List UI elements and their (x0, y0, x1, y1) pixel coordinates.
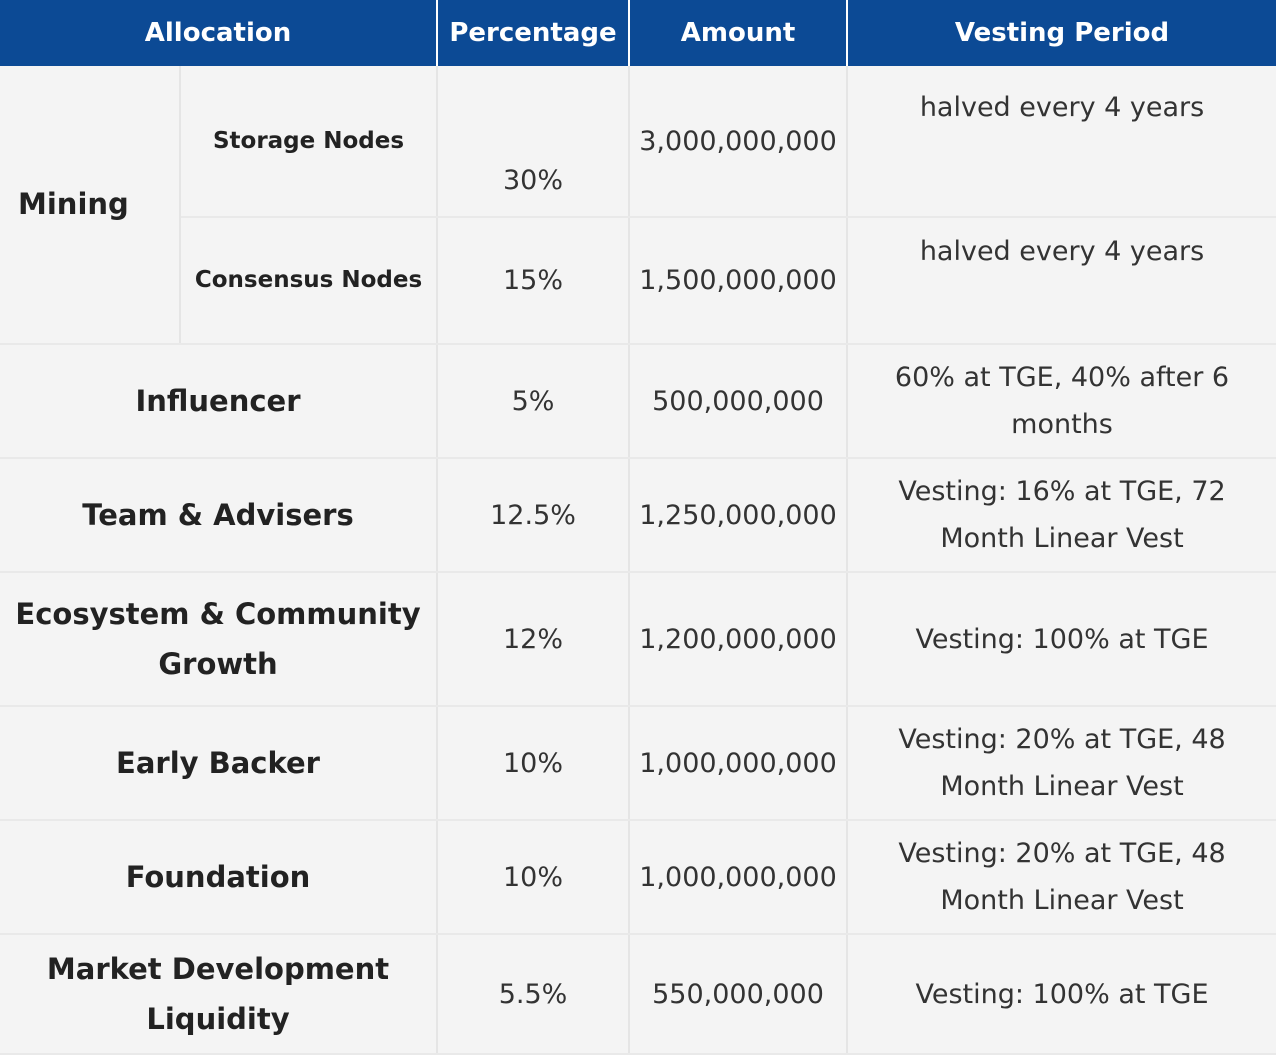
table-row: Foundation 10% 1,000,000,000 Vesting: 20… (0, 820, 1276, 935)
percentage-cell: 30% (437, 66, 631, 218)
allocation-label: Foundation (0, 820, 439, 935)
vesting-cell: Vesting: 100% at TGE (847, 572, 1276, 707)
amount-cell: 3,000,000,000 (629, 66, 849, 218)
amount-cell: 500,000,000 (629, 344, 849, 459)
table-row: Influencer 5% 500,000,000 60% at TGE, 40… (0, 344, 1276, 459)
vesting-cell: 60% at TGE, 40% after 6 months (847, 344, 1276, 459)
sub-allocation-label: Consensus Nodes (180, 217, 439, 345)
allocation-label: Market Development Liquidity (0, 934, 439, 1055)
percentage-cell: 15% (437, 217, 631, 345)
vesting-cell: Vesting: 100% at TGE (847, 934, 1276, 1055)
table-row: Team & Advisers 12.5% 1,250,000,000 Vest… (0, 458, 1276, 573)
amount-cell: 1,250,000,000 (629, 458, 849, 573)
vesting-cell: Vesting: 20% at TGE, 48 Month Linear Ves… (847, 820, 1276, 935)
amount-cell: 1,000,000,000 (629, 706, 849, 821)
header-vesting-period: Vesting Period (847, 0, 1276, 66)
allocation-label: Early Backer (0, 706, 439, 821)
allocation-label: Team & Advisers (0, 458, 439, 573)
table-row: Mining Storage Nodes 30% 3,000,000,000 h… (0, 66, 1276, 345)
vesting-cell: Vesting: 16% at TGE, 72 Month Linear Ves… (847, 458, 1276, 573)
header-percentage: Percentage (437, 0, 631, 66)
amount-cell: 550,000,000 (629, 934, 849, 1055)
percentage-cell: 5% (437, 344, 631, 459)
vesting-cell: halved every 4 years (847, 217, 1276, 345)
header-amount: Amount (629, 0, 849, 66)
mining-group-label: Mining (0, 66, 181, 345)
amount-cell: 1,000,000,000 (629, 820, 849, 935)
table-row: Ecosystem & Community Growth 12% 1,200,0… (0, 572, 1276, 707)
vesting-cell: halved every 4 years (847, 66, 1276, 218)
percentage-cell: 5.5% (437, 934, 631, 1055)
percentage-cell: 12.5% (437, 458, 631, 573)
table-row: Market Development Liquidity 5.5% 550,00… (0, 934, 1276, 1055)
sub-allocation-label: Storage Nodes (180, 66, 439, 218)
header-row: Allocation Percentage Amount Vesting Per… (0, 0, 1276, 66)
header-allocation: Allocation (0, 0, 439, 66)
table-row: Early Backer 10% 1,000,000,000 Vesting: … (0, 706, 1276, 821)
percentage-cell: 10% (437, 820, 631, 935)
amount-cell: 1,200,000,000 (629, 572, 849, 707)
table-row: Consensus Nodes 15% 1,500,000,000 halved… (0, 217, 1276, 345)
amount-cell: 1,500,000,000 (629, 217, 849, 345)
percentage-cell: 10% (437, 706, 631, 821)
vesting-cell: Vesting: 20% at TGE, 48 Month Linear Ves… (847, 706, 1276, 821)
allocation-label: Influencer (0, 344, 439, 459)
allocation-label: Ecosystem & Community Growth (0, 572, 439, 707)
percentage-cell: 12% (437, 572, 631, 707)
